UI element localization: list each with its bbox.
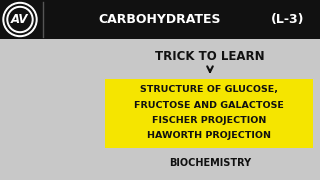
Text: STRUCTURE OF GLUCOSE,: STRUCTURE OF GLUCOSE, (140, 85, 278, 94)
Circle shape (3, 3, 37, 37)
Circle shape (9, 8, 31, 30)
Bar (105, 79, 313, 148)
Text: HAWORTH PROJECTION: HAWORTH PROJECTION (147, 131, 271, 140)
Text: FISCHER PROJECTION: FISCHER PROJECTION (152, 116, 266, 125)
Text: TRICK TO LEARN: TRICK TO LEARN (155, 51, 265, 64)
Circle shape (7, 6, 33, 33)
Text: BIOCHEMISTRY: BIOCHEMISTRY (169, 158, 251, 168)
Bar (0, 0, 320, 39)
Text: CARBOHYDRATES: CARBOHYDRATES (99, 13, 221, 26)
Text: AV: AV (11, 13, 29, 26)
Text: (L-3): (L-3) (271, 13, 305, 26)
Circle shape (5, 4, 35, 35)
Text: FRUCTOSE AND GALACTOSE: FRUCTOSE AND GALACTOSE (134, 101, 284, 110)
